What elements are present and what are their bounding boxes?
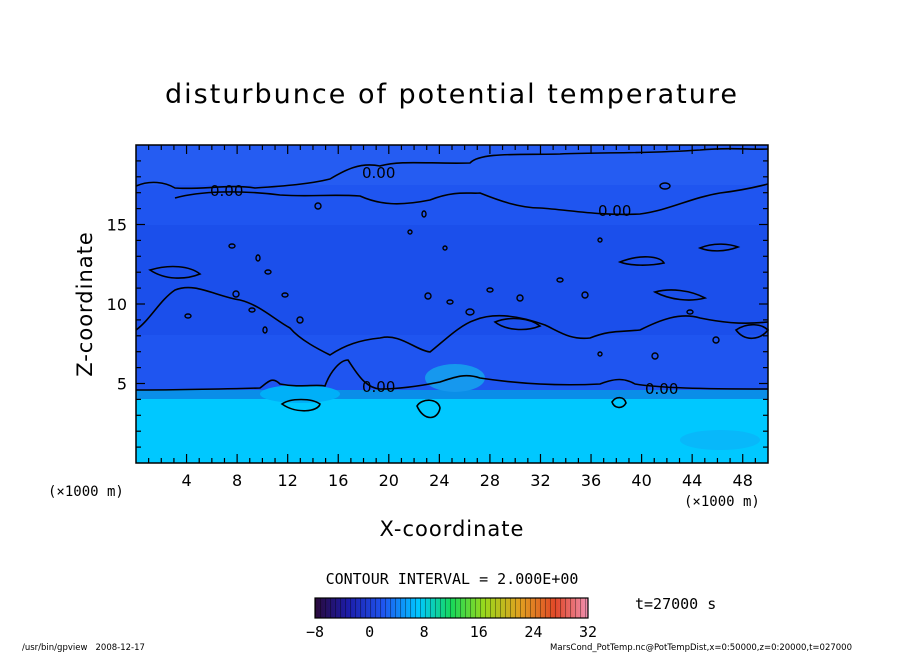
x-axis-title: X-coordinate bbox=[380, 517, 525, 541]
x-tick-label: 8 bbox=[232, 471, 242, 490]
contour-label: 0.00 bbox=[210, 182, 243, 200]
colorbar-stripes bbox=[315, 598, 588, 618]
colorbar-ticks: −8 0 8 16 24 32 bbox=[306, 623, 597, 641]
contour-label: 0.00 bbox=[598, 202, 631, 220]
contour-closed bbox=[416, 399, 441, 419]
contour-closed bbox=[611, 396, 627, 409]
contour-line-lower bbox=[135, 359, 769, 391]
x-axis: 4 8 12 16 20 24 28 32 36 40 44 48 bbox=[148, 145, 756, 490]
colorbar-frame bbox=[314, 597, 589, 619]
contour-label: 0.00 bbox=[645, 380, 678, 398]
x-tick-label: 16 bbox=[328, 471, 348, 490]
x-tick-label: 28 bbox=[480, 471, 500, 490]
y-tick-label: 5 bbox=[117, 375, 127, 394]
contour-line-upper bbox=[174, 183, 769, 216]
time-label: t=27000 s bbox=[635, 595, 716, 613]
field-transition-band bbox=[136, 390, 768, 399]
x-tick-label: 4 bbox=[181, 471, 191, 490]
field-lower-layer bbox=[136, 399, 768, 463]
contour-label: 0.00 bbox=[362, 164, 395, 182]
x-unit-label-left: (×1000 m) bbox=[48, 484, 124, 500]
field-patch bbox=[680, 430, 760, 450]
contour-line-top bbox=[135, 147, 769, 190]
contour-closed bbox=[148, 265, 202, 279]
chart-title: disturbunce of potential temperature bbox=[165, 79, 739, 110]
field-mid-band bbox=[136, 225, 768, 335]
contour-closed bbox=[697, 243, 741, 252]
plot-area: 0.00 0.00 0.00 0.00 0.00 bbox=[135, 144, 770, 464]
colorbar-tick-label: 16 bbox=[470, 623, 488, 641]
y-tick-label: 15 bbox=[107, 216, 127, 235]
x-tick-label: 20 bbox=[379, 471, 399, 490]
colorbar-tick-label: −8 bbox=[306, 623, 324, 641]
field-patch bbox=[260, 385, 340, 403]
contour-label: 0.00 bbox=[362, 378, 395, 396]
contour-lines bbox=[135, 147, 770, 419]
x-unit-label-right: (×1000 m) bbox=[684, 494, 760, 510]
colorbar-tick-label: 32 bbox=[579, 623, 597, 641]
y-tick-label: 10 bbox=[107, 295, 127, 314]
x-tick-label: 44 bbox=[682, 471, 702, 490]
x-tick-label: 36 bbox=[581, 471, 601, 490]
contour-line-middle bbox=[135, 286, 769, 356]
x-tick-label: 32 bbox=[530, 471, 550, 490]
colorbar-tick-label: 0 bbox=[365, 623, 374, 641]
footer-left: /usr/bin/gpview 2008-12-17 bbox=[22, 643, 145, 653]
contour-interval-text: CONTOUR INTERVAL = 2.000E+00 bbox=[326, 570, 579, 588]
x-tick-label: 24 bbox=[429, 471, 449, 490]
y-axis: 5 10 15 bbox=[107, 160, 768, 448]
x-tick-label: 12 bbox=[278, 471, 298, 490]
contour-blobs bbox=[184, 182, 720, 360]
contour-closed bbox=[493, 317, 542, 331]
footer-right: MarsCond_PotTemp.nc@PotTempDist,x=0:5000… bbox=[550, 643, 852, 653]
y-axis-title: Z-coordinate bbox=[73, 231, 97, 377]
contour-closed bbox=[652, 289, 708, 301]
colorbar-tick-label: 24 bbox=[524, 623, 542, 641]
contour-closed bbox=[280, 398, 321, 412]
x-tick-label: 48 bbox=[733, 471, 753, 490]
x-tick-label: 40 bbox=[631, 471, 651, 490]
colorbar bbox=[314, 597, 589, 619]
colorbar-tick-label: 8 bbox=[420, 623, 429, 641]
contour-closed bbox=[617, 256, 666, 266]
